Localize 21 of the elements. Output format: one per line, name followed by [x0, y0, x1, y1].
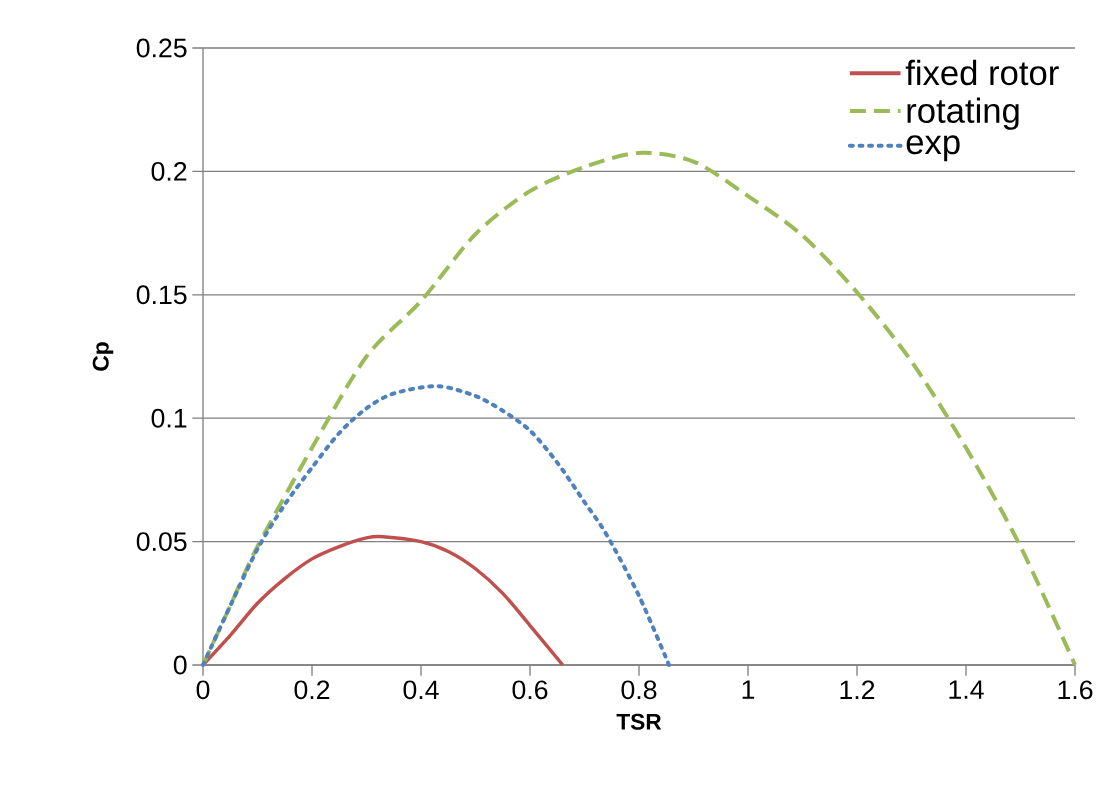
y-tick-label: 0.15 — [136, 285, 187, 305]
line-series — [201, 384, 671, 667]
x-tick-label: 1.2 — [840, 680, 875, 699]
x-tick-label: 1.6 — [1058, 680, 1093, 700]
x-tick-label: 1 — [742, 680, 755, 699]
y-axis-title: Cp — [92, 342, 114, 371]
y-tick-label: 0 — [173, 655, 187, 675]
x-tick-label: 0 — [196, 680, 210, 700]
y-tick-label: 0.2 — [151, 161, 187, 181]
y-tick-label: 0.25 — [136, 38, 187, 58]
x-tick-label: 1.4 — [949, 680, 984, 699]
x-tick-label: 0.4 — [403, 680, 439, 700]
y-tick-label: 0.05 — [136, 532, 187, 552]
legend-label: fixed rotor — [905, 59, 1059, 86]
x-axis-title: TSR — [616, 713, 662, 730]
y-tick-label: 0.1 — [151, 408, 187, 428]
legend-label: exp — [906, 135, 960, 162]
x-tick-label: 0.2 — [294, 680, 330, 700]
x-tick-label: 0.6 — [512, 680, 548, 700]
x-tick-label: 0.8 — [621, 680, 657, 700]
legend-label: rotating — [907, 97, 1019, 130]
